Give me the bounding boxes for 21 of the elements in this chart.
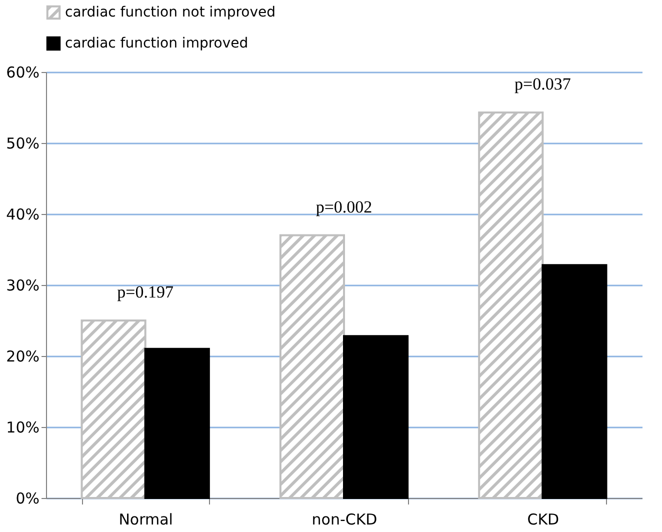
y-tick-label: 30%	[6, 276, 40, 294]
bar	[478, 111, 544, 499]
x-tick-label: CKD	[527, 510, 560, 528]
legend-label: cardiac function improved	[65, 36, 248, 52]
bar	[80, 320, 146, 499]
y-tick-label: 50%	[6, 134, 40, 152]
legend-label: cardiac function not improved	[65, 4, 276, 20]
bar	[343, 335, 409, 499]
y-tick-label: 40%	[6, 206, 40, 224]
x-tick-label: non-CKD	[312, 510, 378, 528]
y-tick-label: 60%	[6, 64, 40, 82]
annotation: p=0.002	[316, 197, 372, 216]
bar	[144, 348, 210, 499]
x-tick-label: Normal	[118, 510, 173, 528]
annotation: p=0.197	[117, 282, 174, 302]
y-tick-label: 0%	[16, 490, 40, 508]
bar	[542, 264, 608, 499]
bar	[279, 234, 345, 499]
annotation: p=0.037	[514, 74, 572, 94]
y-tick-label: 10%	[6, 418, 40, 436]
y-tick-label: 20%	[6, 348, 40, 366]
